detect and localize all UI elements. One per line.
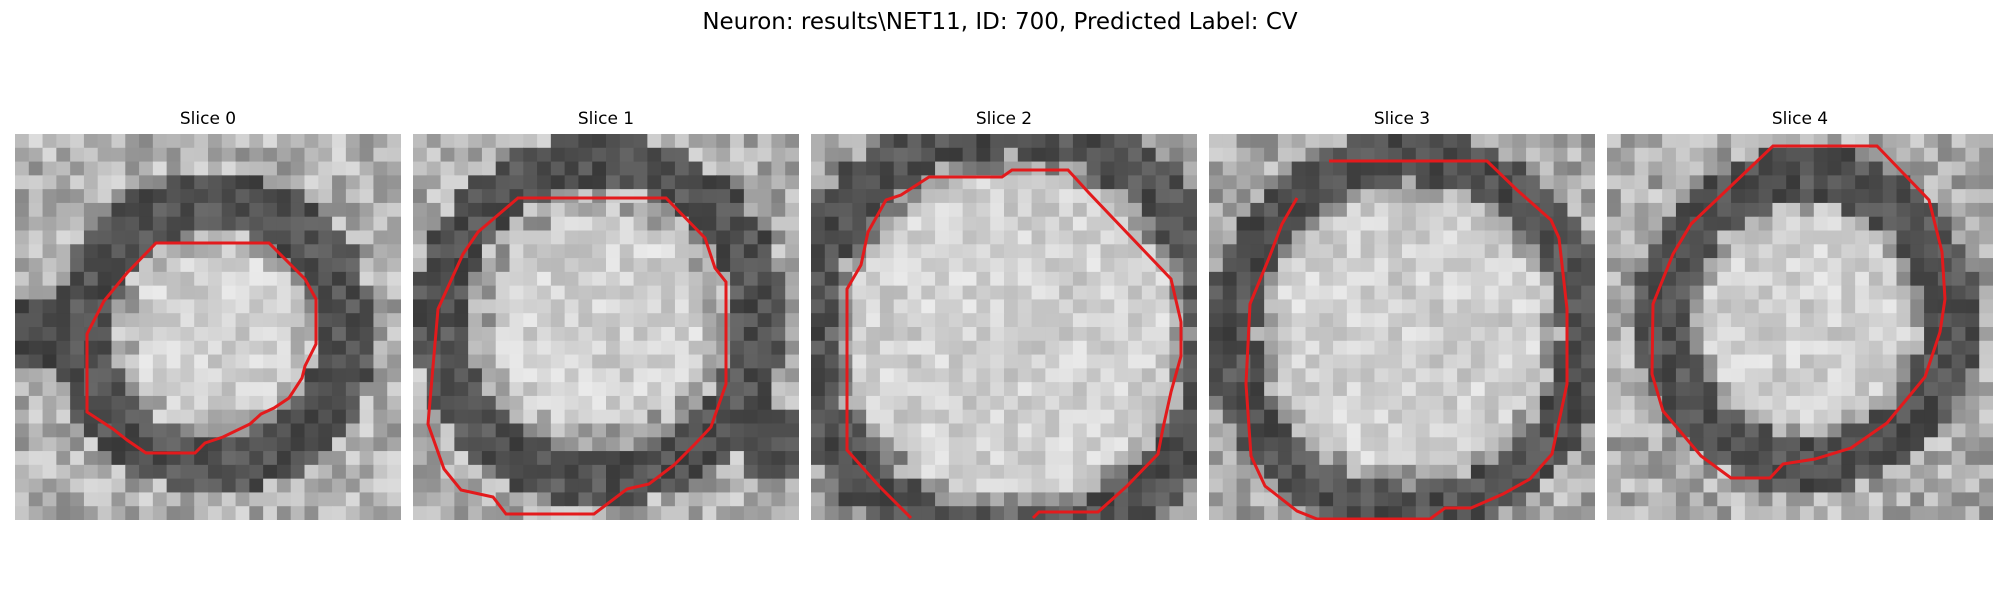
slice-image-4	[1607, 134, 1993, 520]
slice-title-4: Slice 4	[1771, 109, 1829, 129]
slice-image-3	[1209, 134, 1595, 520]
slice-panel-1: Slice 1	[413, 108, 799, 522]
slice-image-2	[811, 134, 1197, 520]
contour-outline-3	[1244, 159, 1569, 520]
figure-title: Neuron: results\NET11, ID: 700, Predicte…	[702, 9, 1298, 35]
contour-outline-1	[426, 196, 728, 516]
slice-image-0	[15, 134, 401, 520]
contour-outline-0	[85, 241, 318, 455]
contour-outline-2	[845, 168, 1183, 520]
slice-title-2: Slice 2	[975, 109, 1033, 129]
slice-title-1: Slice 1	[577, 109, 635, 129]
slice-panel-3: Slice 3	[1209, 108, 1595, 522]
slice-title-3: Slice 3	[1373, 109, 1431, 129]
slice-image-1	[413, 134, 799, 520]
slice-panel-2: Slice 2	[811, 108, 1197, 522]
slice-title-0: Slice 0	[179, 109, 237, 129]
contour-outline-4	[1650, 144, 1947, 480]
slice-panel-4: Slice 4	[1607, 108, 1993, 522]
slice-panel-0: Slice 0	[15, 108, 401, 522]
